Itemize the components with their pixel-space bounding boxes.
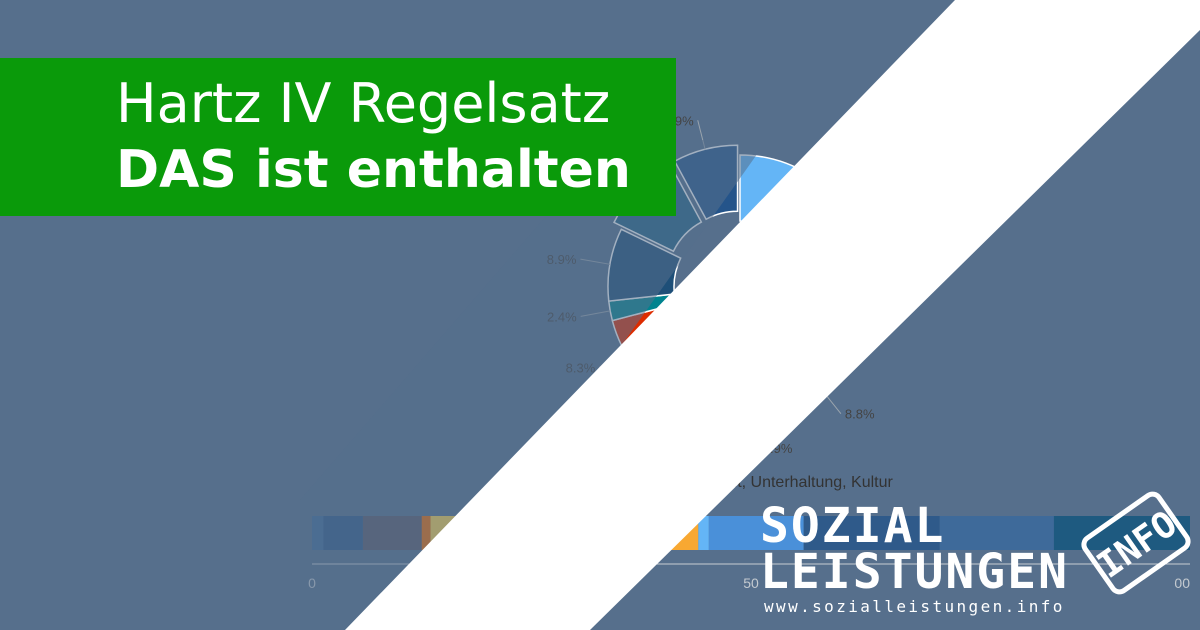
chart-tint-left [300,140,760,630]
bar-segment [803,516,940,550]
bar-segment [708,516,804,550]
logo-line1: SOZIAL [760,498,946,554]
banner-subtitle: DAS ist enthalten [116,140,631,200]
logo-line2: LEISTUNGEN [760,544,1069,600]
bar-segment [1053,516,1190,550]
white-diagonal-stripe [345,0,1200,630]
banner-title: Hartz IV Regelsatz [116,72,611,135]
bar-tick-label: 50 [743,575,759,591]
bar-segment [698,516,709,550]
donut-data-label: 8.8% [845,407,875,422]
logo-url[interactable]: www.sozialleistungen.info [764,597,1065,616]
bar-segment [939,516,1054,550]
title-banner [0,58,676,216]
bar-tick-label: 00 [1174,575,1190,591]
